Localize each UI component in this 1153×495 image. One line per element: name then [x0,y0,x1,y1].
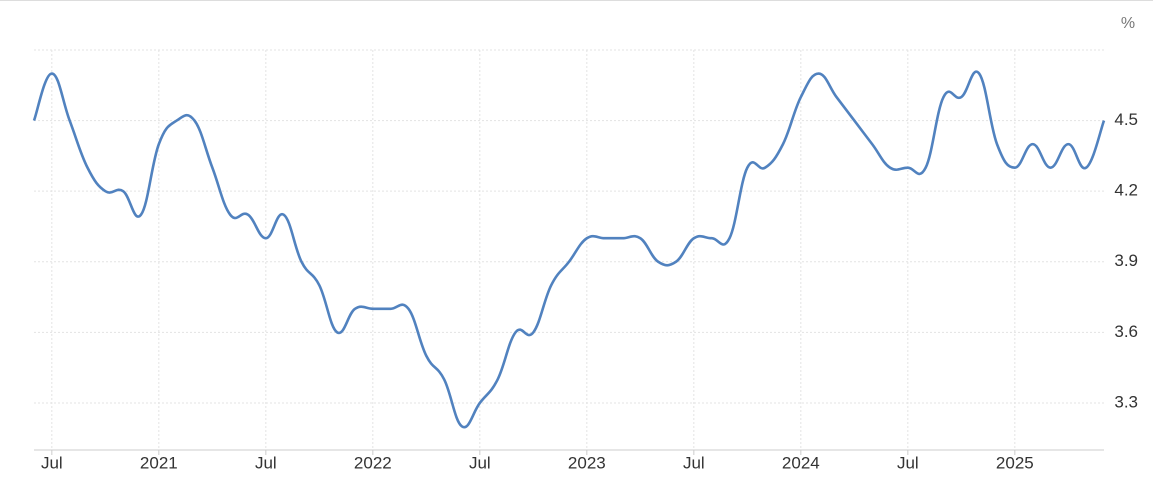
x-tick-label: 2023 [568,453,606,472]
x-tick-label: Jul [41,453,63,472]
y-tick-label: 3.3 [1114,392,1138,411]
y-tick-label: 4.2 [1114,181,1138,200]
x-tick-label: Jul [897,453,919,472]
x-tick-label: 2025 [996,453,1034,472]
x-tick-label: 2022 [354,453,392,472]
y-tick-label: 3.9 [1114,251,1138,270]
x-tick-label: Jul [469,453,491,472]
y-tick-label: 4.5 [1114,110,1138,129]
x-tick-label: 2024 [782,453,820,472]
data-line [32,70,1106,429]
unit-label: % [1121,15,1135,32]
x-tick-label: Jul [683,453,705,472]
x-tick-label: 2021 [140,453,178,472]
x-tick-label: Jul [255,453,277,472]
y-tick-label: 3.6 [1114,322,1138,341]
